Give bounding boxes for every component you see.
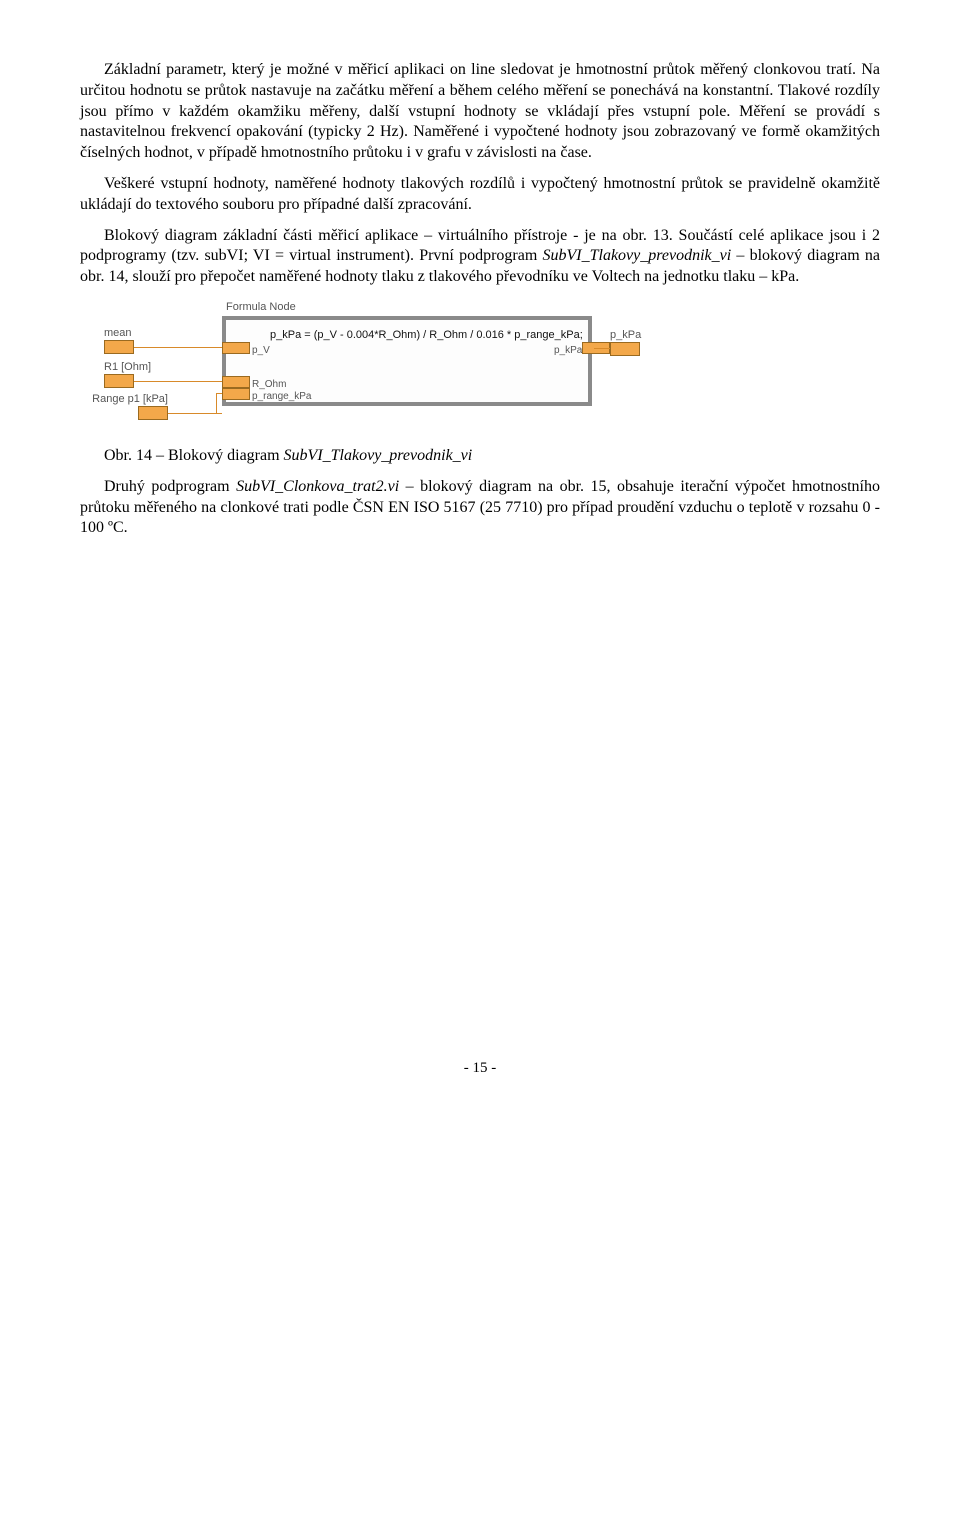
wire-r1 bbox=[134, 381, 222, 382]
inner-terminal-prange bbox=[222, 388, 250, 400]
terminal-r1 bbox=[104, 374, 134, 388]
subvi1-name: SubVI_Tlakovy_prevodnik_vi bbox=[543, 247, 732, 264]
cap14-text-a: Obr. 14 – Blokový diagram bbox=[104, 447, 284, 464]
inner-terminal-rohm bbox=[222, 376, 250, 388]
wire-range-v bbox=[216, 393, 217, 414]
wire-mean bbox=[134, 347, 222, 348]
figure-14-caption: Obr. 14 – Blokový diagram SubVI_Tlakovy_… bbox=[80, 446, 880, 467]
p4-text-a: Druhý podprogram bbox=[104, 478, 236, 495]
block-diagram-figure: Formula Node p_kPa = (p_V - 0.004*R_Ohm)… bbox=[104, 302, 880, 432]
ext-label-out: p_kPa bbox=[610, 328, 641, 342]
terminal-range bbox=[138, 406, 168, 420]
ext-label-r1: R1 [Ohm] bbox=[104, 360, 151, 374]
ext-label-range: Range p1 [kPa] bbox=[78, 392, 168, 406]
wire-range bbox=[168, 413, 222, 414]
page-number: - 15 - bbox=[80, 1059, 880, 1079]
paragraph-4: Druhý podprogram SubVI_Clonkova_trat2.vi… bbox=[80, 477, 880, 539]
param-prange: p_range_kPa bbox=[252, 390, 312, 403]
param-pv: p_V bbox=[252, 344, 270, 357]
cap14-name: SubVI_Tlakovy_prevodnik_vi bbox=[284, 447, 473, 464]
formula-node-title: Formula Node bbox=[226, 300, 296, 314]
paragraph-3: Blokový diagram základní části měřicí ap… bbox=[80, 226, 880, 288]
inner-terminal-pv bbox=[222, 342, 250, 354]
paragraph-2: Veškeré vstupní hodnoty, naměřené hodnot… bbox=[80, 174, 880, 216]
ext-label-mean: mean bbox=[104, 326, 132, 340]
formula-node-code: p_kPa = (p_V - 0.004*R_Ohm) / R_Ohm / 0.… bbox=[270, 328, 583, 342]
subvi2-name: SubVI_Clonkova_trat2.vi bbox=[236, 478, 399, 495]
paragraph-1: Základní parametr, který je možné v měři… bbox=[80, 60, 880, 164]
param-pkpa: p_kPa bbox=[554, 344, 582, 357]
terminal-out bbox=[610, 342, 640, 356]
terminal-mean bbox=[104, 340, 134, 354]
